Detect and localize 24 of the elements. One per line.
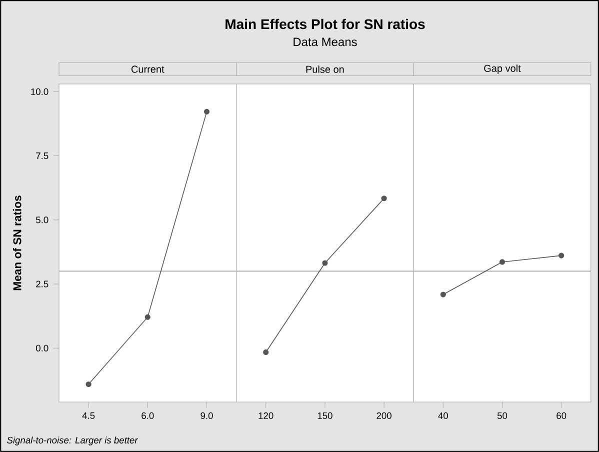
chart-title: Current	[131, 66, 164, 73]
y-tick-label: 0.0	[36, 344, 48, 352]
y-tick-label: 5.0	[36, 216, 48, 224]
text: Signal-to-noise: Larger is better	[6, 436, 138, 446]
point	[204, 108, 210, 114]
text: Main Effects Plot for SN ratios	[226, 18, 425, 30]
chart-title: Pulse on	[306, 66, 344, 73]
point	[144, 314, 150, 320]
x-tick-label: 6.0	[142, 412, 154, 419]
chart-title: Gap volt	[484, 64, 521, 74]
x-tick-label: 60	[556, 412, 566, 419]
text: Data Means	[294, 38, 357, 46]
x-tick-label: 200	[376, 412, 392, 419]
x-tick-label: 50	[497, 412, 508, 419]
point	[86, 381, 92, 388]
y-tick-label: 7.5	[36, 152, 48, 160]
x-tick-label: 150	[318, 412, 332, 419]
x-tick-label: 120	[258, 412, 274, 419]
x-tick-label: 9.0	[200, 412, 213, 419]
x-tick-label: 40	[438, 412, 448, 419]
x-tick-label: 4.5	[82, 412, 95, 419]
y-axis-title: Mean of SN ratios	[12, 196, 22, 290]
y-tick-label: 10.0	[31, 88, 48, 95]
y-tick-label: 2.5	[36, 280, 48, 288]
